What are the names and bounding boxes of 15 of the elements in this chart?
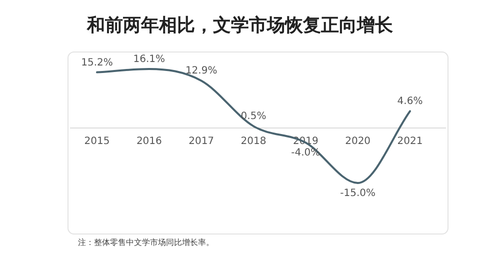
data-label: 16.1% xyxy=(133,54,166,65)
data-label: -15.0% xyxy=(340,188,376,199)
data-label: 15.2% xyxy=(81,57,113,68)
x-tick-label: 2015 xyxy=(84,136,110,148)
data-label: 12.9% xyxy=(185,66,218,77)
x-tick-label: 2020 xyxy=(345,136,371,148)
text: 注：整体零售中文学市场同比增长率。 xyxy=(78,238,214,247)
x-tick-label: 2017 xyxy=(188,136,214,148)
data-label: -4.0% xyxy=(291,148,320,159)
x-tick-label: 2021 xyxy=(397,136,423,148)
data-label: 0.5% xyxy=(240,111,266,122)
data-label: 4.6% xyxy=(397,96,423,108)
x-tick-label: 2018 xyxy=(240,136,266,148)
x-tick-label: 2016 xyxy=(136,136,162,148)
chart-title: 和前两年相比，文学市场恢复正向增长 xyxy=(86,15,394,36)
